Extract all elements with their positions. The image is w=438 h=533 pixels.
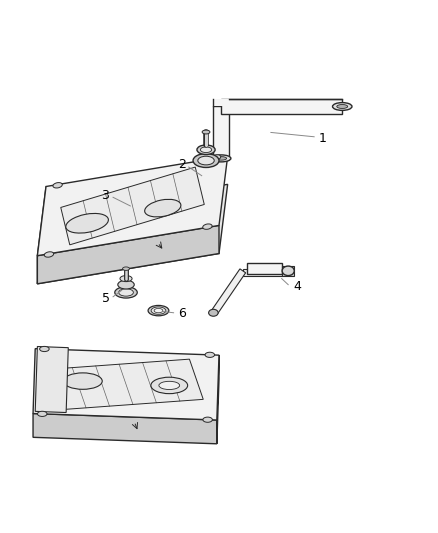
Ellipse shape	[40, 346, 49, 352]
Ellipse shape	[203, 224, 212, 229]
Polygon shape	[37, 187, 46, 284]
Ellipse shape	[193, 154, 219, 167]
Ellipse shape	[115, 287, 137, 298]
Polygon shape	[61, 167, 204, 245]
Polygon shape	[37, 156, 228, 256]
Ellipse shape	[203, 417, 212, 422]
Ellipse shape	[215, 157, 226, 160]
Polygon shape	[247, 263, 282, 274]
Ellipse shape	[159, 381, 180, 390]
Polygon shape	[221, 99, 342, 114]
Polygon shape	[35, 346, 68, 413]
Polygon shape	[243, 269, 282, 276]
Polygon shape	[49, 359, 203, 409]
Ellipse shape	[120, 276, 132, 281]
Ellipse shape	[53, 183, 62, 188]
Ellipse shape	[197, 145, 215, 155]
Ellipse shape	[201, 147, 212, 152]
Ellipse shape	[64, 373, 102, 389]
Ellipse shape	[145, 199, 181, 217]
Ellipse shape	[148, 305, 169, 316]
Polygon shape	[33, 349, 219, 420]
Text: 2: 2	[178, 158, 186, 172]
Ellipse shape	[202, 130, 210, 134]
Ellipse shape	[205, 352, 215, 358]
Ellipse shape	[198, 156, 214, 165]
Polygon shape	[37, 184, 228, 284]
Ellipse shape	[44, 252, 54, 257]
Ellipse shape	[154, 309, 163, 313]
Ellipse shape	[282, 266, 294, 276]
Ellipse shape	[337, 104, 348, 108]
Polygon shape	[213, 99, 229, 107]
Text: 3: 3	[101, 189, 109, 202]
Polygon shape	[33, 414, 217, 444]
Polygon shape	[212, 269, 246, 314]
Polygon shape	[282, 266, 294, 276]
Polygon shape	[217, 355, 219, 444]
Ellipse shape	[151, 377, 187, 394]
Polygon shape	[213, 107, 229, 158]
Polygon shape	[37, 225, 219, 284]
Text: 4: 4	[293, 280, 301, 293]
Ellipse shape	[332, 103, 352, 110]
Ellipse shape	[212, 155, 231, 162]
Ellipse shape	[118, 280, 134, 289]
Ellipse shape	[119, 289, 134, 296]
Text: 1: 1	[319, 132, 327, 146]
Text: 6: 6	[178, 307, 186, 320]
Ellipse shape	[208, 309, 218, 316]
Ellipse shape	[212, 155, 221, 160]
Ellipse shape	[151, 307, 166, 314]
Text: 5: 5	[102, 292, 110, 305]
Ellipse shape	[38, 411, 47, 416]
Ellipse shape	[66, 213, 108, 233]
Ellipse shape	[123, 267, 130, 270]
